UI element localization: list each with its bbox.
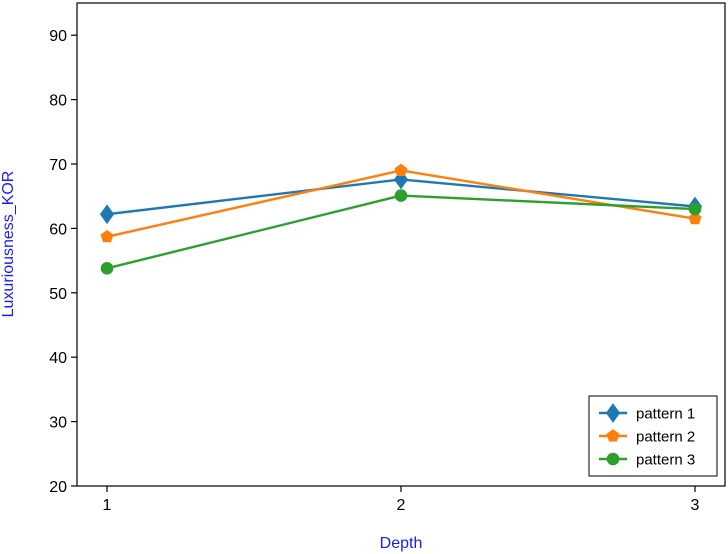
series-2 bbox=[100, 163, 702, 243]
y-tick-label: 60 bbox=[49, 221, 67, 238]
y-tick-label: 90 bbox=[49, 28, 67, 45]
data-point bbox=[688, 202, 702, 216]
legend-label: pattern 1 bbox=[636, 406, 695, 423]
x-tick-label: 2 bbox=[397, 497, 406, 514]
data-point bbox=[394, 163, 408, 176]
y-tick-label: 80 bbox=[49, 93, 67, 110]
x-tick-label: 1 bbox=[103, 497, 112, 514]
data-point bbox=[100, 229, 114, 243]
series-3 bbox=[100, 189, 702, 275]
data-point bbox=[100, 262, 114, 275]
y-tick-label: 50 bbox=[49, 286, 67, 303]
y-tick-label: 40 bbox=[49, 350, 67, 367]
y-tick-label: 70 bbox=[49, 157, 67, 174]
y-axis: 20 30 40 50 60 70 80 90 bbox=[49, 28, 77, 496]
x-tick-label: 3 bbox=[691, 497, 700, 514]
data-point bbox=[688, 211, 702, 225]
data-point bbox=[99, 204, 115, 225]
legend-marker bbox=[606, 452, 620, 466]
y-tick-label: 30 bbox=[49, 415, 67, 432]
data-point bbox=[394, 189, 408, 202]
legend-marker bbox=[606, 429, 620, 442]
legend-label: pattern 2 bbox=[636, 429, 695, 446]
x-axis-label: Depth bbox=[380, 535, 423, 552]
legend: pattern 1 pattern 2 pattern 3 bbox=[588, 395, 718, 477]
x-axis: 1 2 3 bbox=[103, 486, 700, 514]
series-layer bbox=[99, 163, 703, 275]
legend-marker bbox=[605, 403, 621, 423]
y-tick-label: 20 bbox=[49, 479, 67, 496]
legend-label: pattern 3 bbox=[636, 452, 695, 469]
y-axis-label: Luxuriousness_KOR bbox=[0, 171, 17, 318]
